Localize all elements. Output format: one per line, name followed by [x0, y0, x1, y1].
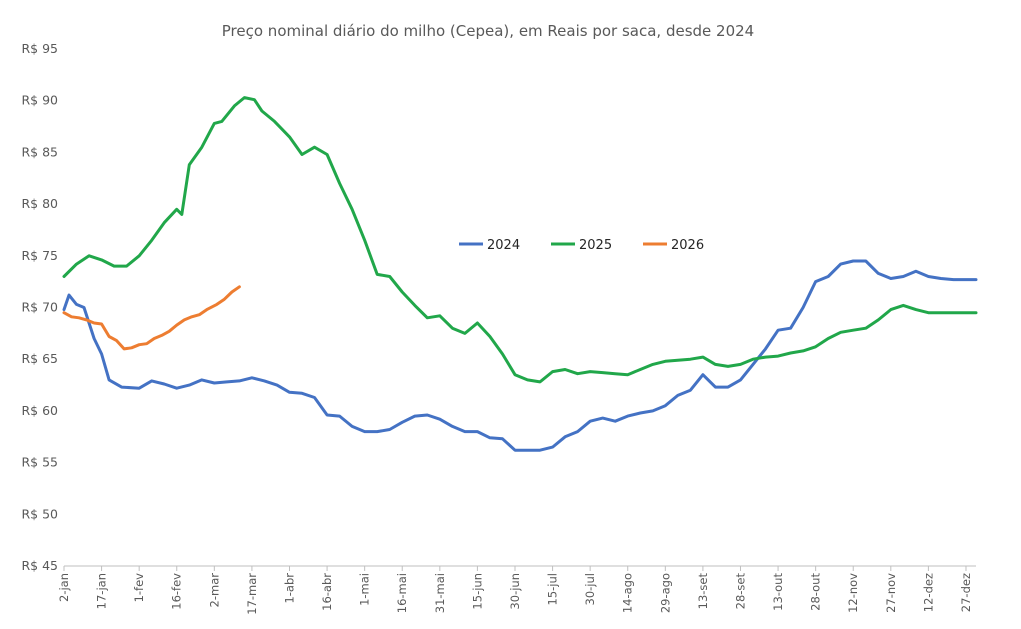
x-axis: 2-jan 17-jan 1-fev 16-fev 2-mar 17-mar 1-abr 16…	[57, 565, 976, 615]
chart-title: Preço nominal diário do milho (Cepea), e…	[222, 22, 754, 40]
x-tick-label: 30-jul	[583, 573, 597, 605]
series-line-2024	[62, 259, 978, 452]
series-group	[62, 96, 978, 452]
x-tick-label: 27-dez	[959, 573, 973, 612]
x-tick-label: 14-ago	[621, 573, 635, 613]
y-tick-label: R$ 85	[21, 144, 58, 159]
x-tick-label: 29-ago	[658, 573, 672, 613]
y-tick-label: R$ 60	[21, 403, 58, 418]
x-tick-label: 1-abr	[282, 573, 296, 604]
x-tick-label: 1-fev	[132, 573, 146, 603]
legend-label-2024: 2024	[487, 238, 520, 253]
y-tick-label: R$ 65	[21, 351, 58, 366]
x-tick-label: 15-jun	[470, 573, 484, 610]
series-line-2025	[62, 96, 978, 384]
x-tick-label: 28-set	[733, 573, 747, 610]
y-tick-label: R$ 75	[21, 248, 58, 263]
x-tick-label: 28-out	[809, 573, 823, 611]
x-tick-label: 13-set	[696, 573, 710, 610]
x-tick-label: 1-mai	[358, 573, 372, 606]
x-tick-label: 17-mar	[245, 573, 259, 615]
y-tick-label: R$ 80	[21, 196, 58, 211]
x-tick-label: 27-nov	[884, 573, 898, 613]
x-tick-label: 30-jun	[508, 573, 522, 610]
y-tick-label: R$ 55	[21, 455, 58, 470]
x-tick-label: 12-dez	[921, 573, 935, 612]
x-tick-label: 17-jan	[95, 573, 109, 609]
x-tick-label: 2-jan	[57, 573, 71, 602]
x-tick-label: 16-abr	[320, 573, 334, 611]
legend-label-2025: 2025	[579, 238, 612, 253]
legend-label-2026: 2026	[671, 238, 704, 253]
y-tick-label: R$ 45	[21, 558, 58, 573]
x-tick-label: 2-mar	[207, 573, 221, 608]
y-tick-label: R$ 50	[21, 506, 58, 521]
x-tick-label: 12-nov	[846, 573, 860, 613]
series-line-2026	[62, 285, 241, 351]
legend: 2024 2025 2026	[459, 238, 704, 253]
x-tick-label: 16-fev	[170, 573, 184, 610]
y-tick-label: R$ 95	[21, 41, 58, 56]
y-tick-label: R$ 90	[21, 93, 58, 108]
x-tick-label: 31-mai	[433, 573, 447, 613]
y-tick-label: R$ 70	[21, 300, 58, 315]
y-axis: R$ 95 R$ 90 R$ 85 R$ 80 R$ 75 R$ 70 R$ 65 R$ 60…	[21, 41, 58, 573]
x-tick-label: 16-mai	[395, 573, 409, 613]
x-tick-label: 15-jul	[546, 573, 560, 605]
x-tick-label: 13-out	[771, 573, 785, 611]
